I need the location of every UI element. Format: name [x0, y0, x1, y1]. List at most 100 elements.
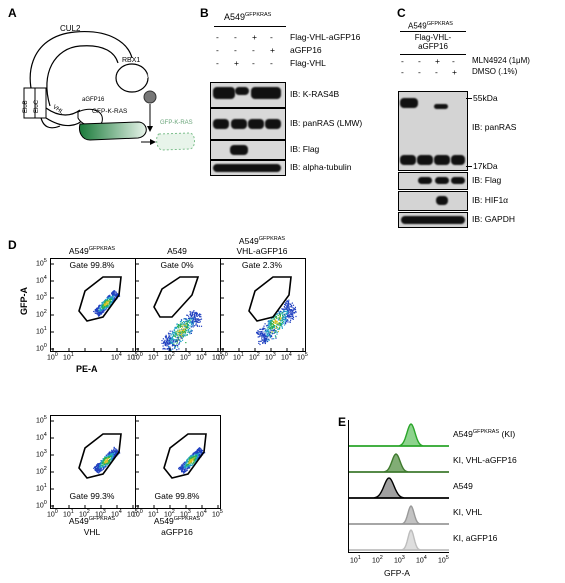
facs-tick-base: 10 — [132, 511, 140, 519]
facs-event — [167, 344, 169, 346]
facs-x-tick-label: 103 — [180, 509, 191, 519]
facs-tick-base: 10 — [180, 511, 188, 519]
facs-event — [102, 461, 104, 463]
facs-event — [106, 306, 108, 309]
facs-event — [177, 325, 179, 327]
facs-event — [109, 458, 111, 460]
facs-event — [113, 290, 115, 292]
facs-event — [192, 457, 194, 459]
facs-event — [166, 342, 168, 344]
facs-event — [280, 322, 282, 324]
facs-event — [106, 301, 108, 303]
facs-event — [113, 447, 115, 449]
facs-event — [169, 333, 171, 335]
facs-event — [273, 317, 275, 319]
facs-event — [262, 334, 264, 336]
facs-event — [110, 455, 113, 457]
facs-event — [287, 312, 289, 314]
facs-event — [194, 314, 196, 316]
facs-event — [295, 311, 297, 313]
facs-event — [110, 298, 112, 300]
facs-event — [285, 308, 287, 310]
facs-event — [286, 302, 288, 304]
facs-event — [263, 334, 266, 336]
histogram-xlabel: GFP-A — [384, 568, 410, 578]
histogram-label-main: A549 — [453, 429, 473, 439]
facs-event — [101, 307, 103, 309]
facs-event — [268, 338, 270, 340]
facs-event — [189, 463, 191, 465]
blot-b-row-label: Flag-VHL-aGFP16 — [290, 32, 361, 42]
facs-event — [116, 450, 118, 452]
facs-event — [107, 300, 109, 302]
facs-event — [99, 308, 101, 311]
facs-event — [270, 335, 272, 337]
facs-event — [112, 294, 114, 296]
histogram-label-main: KI, VHL-aGFP16 — [453, 455, 517, 465]
histogram-tick-exp: 4 — [423, 555, 427, 561]
facs-event — [112, 450, 114, 452]
facs-event — [273, 326, 275, 328]
facs-event — [192, 323, 194, 325]
facs-event — [194, 462, 196, 464]
facs-event — [285, 313, 287, 315]
facs-event — [192, 456, 194, 459]
facs-event — [97, 464, 99, 467]
facs-event — [94, 469, 97, 471]
facs-event — [179, 335, 181, 337]
blot-b-sign: + — [252, 32, 257, 42]
facs-event — [184, 318, 186, 320]
facs-event — [279, 323, 281, 325]
facs-x-tick-label: 104 — [281, 352, 292, 361]
facs-event — [177, 346, 179, 348]
facs-event — [112, 295, 114, 297]
facs-event — [269, 328, 271, 330]
facs-tick-base: 10 — [36, 328, 44, 336]
facs-event — [163, 347, 165, 349]
facs-event — [194, 318, 196, 320]
facs-event — [262, 331, 264, 333]
facs-event — [187, 464, 189, 466]
facs-event — [188, 467, 190, 469]
facs-event — [108, 461, 110, 463]
facs-event — [294, 309, 297, 311]
facs-event — [104, 307, 106, 309]
facs-event — [195, 323, 197, 325]
facs-event — [275, 331, 277, 333]
facs-tick-exp: 2 — [256, 352, 260, 358]
facs-event — [97, 312, 99, 314]
facs-event — [270, 329, 272, 331]
facs-event — [187, 321, 189, 323]
facs-event — [184, 463, 186, 465]
facs-event — [183, 328, 185, 330]
facs-event — [175, 336, 177, 338]
facs-event — [102, 307, 104, 309]
facs-event — [187, 331, 189, 333]
facs-event — [259, 340, 261, 342]
facs-gate — [153, 276, 200, 318]
facs-event — [273, 325, 276, 327]
facs-event — [190, 332, 192, 334]
facs-event — [191, 456, 193, 458]
blot-c-row-label: DMSO (.1%) — [472, 67, 518, 76]
facs-event — [184, 466, 186, 469]
facs-event — [112, 457, 114, 459]
facs-event — [99, 467, 102, 469]
facs-tick-exp: 5 — [43, 258, 47, 264]
facs-event — [286, 312, 288, 314]
facs-event — [278, 311, 280, 313]
facs-event — [100, 465, 102, 467]
facs-event — [274, 319, 276, 322]
histogram-x-tick-label: 101 — [350, 555, 361, 564]
facs-event — [171, 345, 173, 347]
facs-event — [190, 459, 192, 461]
facs-x-tick-label: 101 — [148, 352, 159, 361]
facs-event — [179, 339, 181, 341]
facs-event — [285, 320, 287, 322]
facs-event — [273, 318, 275, 320]
facs-event — [190, 311, 192, 313]
facs-event — [164, 343, 166, 345]
facs-event — [265, 330, 267, 332]
histogram-tick-base: 10 — [372, 557, 380, 565]
facs-event — [174, 345, 177, 347]
